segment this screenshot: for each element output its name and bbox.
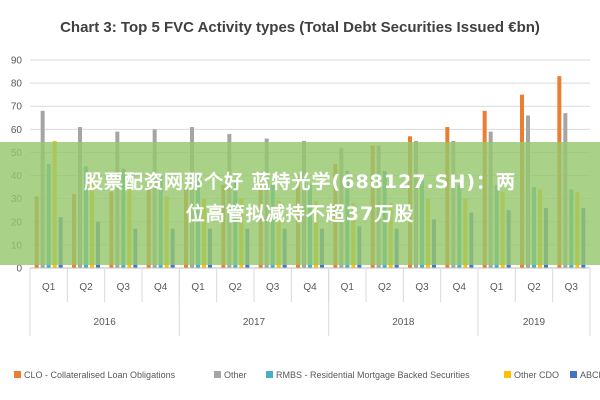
legend-label: Other — [224, 370, 247, 380]
overlay-headline[interactable]: 股票配资网那个好 蓝特光学(688127.SH)：两 位高管拟减持不超37万股 — [20, 166, 580, 230]
legend-swatch — [14, 371, 21, 378]
x-tick-label: Q4 — [303, 282, 317, 293]
legend-swatch — [266, 371, 273, 378]
legend-label: Other CDO — [514, 370, 559, 380]
legend-label: CLO - Collateralised Loan Obligations — [24, 370, 176, 380]
y-tick-label: 60 — [11, 125, 23, 136]
x-group-label: 2017 — [243, 317, 266, 328]
legend-swatch — [504, 371, 511, 378]
x-tick-label: Q4 — [453, 282, 467, 293]
legend-label: RMBS - Residential Mortgage Backed Secur… — [276, 370, 470, 380]
x-group-label: 2019 — [523, 317, 546, 328]
x-tick-label: Q2 — [229, 282, 243, 293]
y-tick-label: 90 — [11, 56, 23, 67]
x-tick-label: Q2 — [378, 282, 392, 293]
chart-title: Chart 3: Top 5 FVC Activity types (Total… — [60, 19, 540, 36]
x-tick-label: Q3 — [117, 282, 131, 293]
x-tick-label: Q1 — [42, 282, 56, 293]
x-tick-label: Q2 — [527, 282, 541, 293]
x-tick-label: Q3 — [565, 282, 579, 293]
x-group-label: 2016 — [94, 317, 117, 328]
legend-swatch — [214, 371, 221, 378]
x-tick-label: Q1 — [490, 282, 504, 293]
x-tick-label: Q3 — [415, 282, 429, 293]
x-group-label: 2018 — [392, 317, 415, 328]
y-tick-label: 80 — [11, 79, 23, 90]
y-tick-label: 0 — [16, 264, 22, 275]
y-tick-label: 70 — [11, 102, 23, 113]
legend-label: ABCP — [580, 370, 600, 380]
x-tick-label: Q1 — [341, 282, 355, 293]
x-tick-label: Q2 — [79, 282, 93, 293]
x-tick-label: Q4 — [154, 282, 168, 293]
x-tick-label: Q3 — [266, 282, 280, 293]
overlay-line-1: 股票配资网那个好 蓝特光学(688127.SH)：两 — [83, 171, 517, 193]
x-tick-label: Q1 — [191, 282, 205, 293]
legend-swatch — [570, 371, 577, 378]
overlay-banner — [0, 142, 600, 265]
overlay-line-2: 位高管拟减持不超37万股 — [185, 203, 415, 225]
